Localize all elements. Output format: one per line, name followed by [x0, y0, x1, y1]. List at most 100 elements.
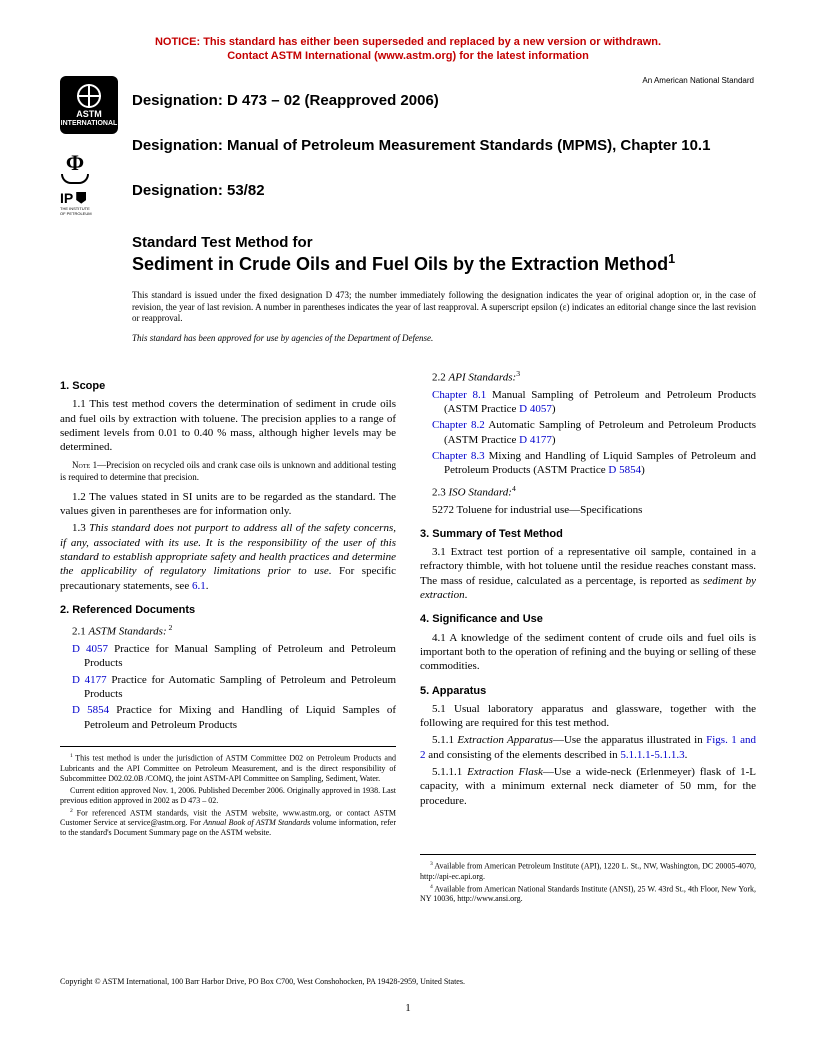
body-columns: 1. Scope 1.1 This test method covers the… — [60, 369, 756, 906]
fn4: 4 Available from American National Stand… — [420, 884, 756, 905]
sec-5-head: 5. Apparatus — [420, 684, 756, 698]
logo-column: ASTM INTERNATIONAL Φ IP THE INSTITUTE OF… — [60, 76, 132, 216]
s5111b: Extraction Flask — [467, 766, 543, 778]
an-std-label: An American National Standard — [642, 76, 754, 85]
s21s: 2 — [167, 623, 173, 632]
page-number: 1 — [0, 1002, 816, 1014]
link-d5854[interactable]: D 5854 — [72, 704, 109, 716]
s5111a: 5.1.1.1 — [432, 766, 467, 778]
link-c82l[interactable]: D 4177 — [519, 434, 552, 446]
ref-d5854: D 5854 Practice for Mixing and Handling … — [60, 703, 396, 732]
sub-2-1: 2.1 ASTM Standards: 2 — [60, 623, 396, 639]
title-text: Sediment in Crude Oils and Fuel Oils by … — [132, 254, 668, 274]
s31c: . — [465, 589, 468, 601]
right-footnotes: 3 Available from American Petroleum Inst… — [420, 854, 756, 904]
designation-2: Designation: Manual of Petroleum Measure… — [132, 137, 756, 154]
para-4-1: 4.1 A knowledge of the sediment content … — [420, 631, 756, 674]
c82e: ) — [552, 434, 556, 446]
fn1b: Current edition approved Nov. 1, 2006. P… — [60, 786, 396, 806]
copyright: Copyright © ASTM International, 100 Barr… — [60, 977, 756, 986]
link-c83[interactable]: Chapter 8.3 — [432, 450, 485, 462]
notice-banner: NOTICE: This standard has either been su… — [60, 35, 756, 64]
designation-column: Designation: D 473 – 02 (Reapproved 2006… — [132, 76, 756, 199]
para-5-1-1: 5.1.1 Extraction Apparatus—Use the appar… — [420, 733, 756, 762]
sec-4-head: 4. Significance and Use — [420, 612, 756, 626]
c81e: ) — [552, 403, 556, 415]
ref-d4057: D 4057 Practice for Manual Sampling of P… — [60, 642, 396, 671]
link-c81[interactable]: Chapter 8.1 — [432, 389, 486, 401]
ref-iso: 5272 Toluene for industrial use—Specific… — [420, 503, 756, 517]
d5854t: Practice for Mixing and Handling of Liqu… — [84, 704, 396, 730]
ip-logo-icon: IP THE INSTITUTE OF PETROLEUM — [60, 190, 100, 216]
link-c83l[interactable]: D 5854 — [608, 464, 641, 476]
sec-3-head: 3. Summary of Test Method — [420, 527, 756, 541]
right-column: 2.2 API Standards:3 Chapter 8.1 Manual S… — [420, 369, 756, 906]
issuance-note: This standard is issued under the fixed … — [132, 290, 756, 325]
d4177t: Practice for Automatic Sampling of Petro… — [84, 674, 396, 700]
para-1-1: 1.1 This test method covers the determin… — [60, 397, 396, 454]
ip-sub2: OF PETROLEUM — [60, 212, 100, 216]
notice-line2: Contact ASTM International (www.astm.org… — [227, 50, 589, 62]
ip-main: IP — [60, 190, 73, 206]
para-3-1: 3.1 Extract test portion of a representa… — [420, 545, 756, 602]
fn3: 3 Available from American Petroleum Inst… — [420, 861, 756, 882]
s22i: API Standards: — [449, 372, 517, 384]
ref-c82: Chapter 8.2 Automatic Sampling of Petrol… — [420, 418, 756, 447]
link-d4177[interactable]: D 4177 — [72, 674, 107, 686]
ref-c83: Chapter 8.3 Mixing and Handling of Liqui… — [420, 449, 756, 478]
fn1: 1 This test method is under the jurisdic… — [60, 753, 396, 784]
s21n: 2.1 — [72, 626, 89, 638]
title-block: Standard Test Method for Sediment in Cru… — [132, 234, 756, 276]
s21i: ASTM Standards: — [89, 626, 167, 638]
api-symbol: Φ — [66, 150, 84, 176]
s23s: 4 — [512, 484, 516, 493]
left-column: 1. Scope 1.1 This test method covers the… — [60, 369, 396, 906]
c83t: Mixing and Handling of Liquid Samples of… — [444, 450, 756, 476]
s23n: 2.3 — [432, 486, 449, 498]
ref-d4177: D 4177 Practice for Automatic Sampling o… — [60, 673, 396, 702]
c83e: ) — [641, 464, 645, 476]
para-5-1: 5.1 Usual laboratory apparatus and glass… — [420, 702, 756, 731]
astm-top: ASTM — [76, 110, 102, 120]
sec-1-head: 1. Scope — [60, 379, 396, 393]
s22s: 3 — [516, 369, 520, 378]
fn2: 2 For referenced ASTM standards, visit t… — [60, 808, 396, 839]
s511d: and consisting of the elements described… — [426, 749, 621, 761]
left-footnotes: 1 This test method is under the jurisdic… — [60, 746, 396, 838]
astm-logo-icon: ASTM INTERNATIONAL — [60, 76, 118, 134]
notice-line1: NOTICE: This standard has either been su… — [155, 36, 661, 48]
link-6-1[interactable]: 6.1 — [192, 580, 206, 592]
header-row: ASTM INTERNATIONAL Φ IP THE INSTITUTE OF… — [60, 76, 756, 216]
link-c81l[interactable]: D 4057 — [519, 403, 552, 415]
p13a: 1.3 — [72, 522, 89, 534]
s23i: ISO Standard: — [449, 486, 512, 498]
ip-sub1: THE INSTITUTE — [60, 207, 100, 211]
fn3t: Available from American Petroleum Instit… — [420, 862, 756, 881]
link-c82[interactable]: Chapter 8.2 — [432, 419, 485, 431]
ref-c81: Chapter 8.1 Manual Sampling of Petroleum… — [420, 388, 756, 417]
note-1: Note 1—Precision on recycled oils and cr… — [60, 460, 396, 483]
api-logo-icon: Φ — [60, 144, 90, 182]
fn2b: Annual Book of ASTM Standards — [203, 818, 310, 827]
title-super: 1 — [668, 252, 675, 266]
astm-bot: INTERNATIONAL — [61, 120, 118, 128]
designation-3: Designation: 53/82 — [132, 182, 756, 199]
fn1t: This test method is under the jurisdicti… — [60, 754, 396, 783]
para-5-1-1-1: 5.1.1.1 Extraction Flask—Use a wide-neck… — [420, 765, 756, 808]
c82t: Automatic Sampling of Petroleum and Petr… — [444, 419, 756, 445]
sec-2-head: 2. Referenced Documents — [60, 603, 396, 617]
s511c: —Use the apparatus illustrated in — [553, 734, 706, 746]
para-1-2: 1.2 The values stated in SI units are to… — [60, 490, 396, 519]
c81t: Manual Sampling of Petroleum and Petrole… — [444, 389, 756, 415]
p13d: . — [206, 580, 209, 592]
s511e: . — [685, 749, 688, 761]
note-lead: Note 1— — [72, 460, 106, 470]
fn4t: Available from American National Standar… — [420, 884, 756, 903]
link-d4057[interactable]: D 4057 — [72, 643, 108, 655]
para-1-3: 1.3 This standard does not purport to ad… — [60, 521, 396, 592]
title-lead: Standard Test Method for — [132, 234, 756, 253]
title-main: Sediment in Crude Oils and Fuel Oils by … — [132, 252, 756, 276]
dod-note: This standard has been approved for use … — [132, 333, 756, 343]
link-5111[interactable]: 5.1.1.1-5.1.1.3 — [620, 749, 684, 761]
sub-2-2: 2.2 API Standards:3 — [420, 369, 756, 385]
